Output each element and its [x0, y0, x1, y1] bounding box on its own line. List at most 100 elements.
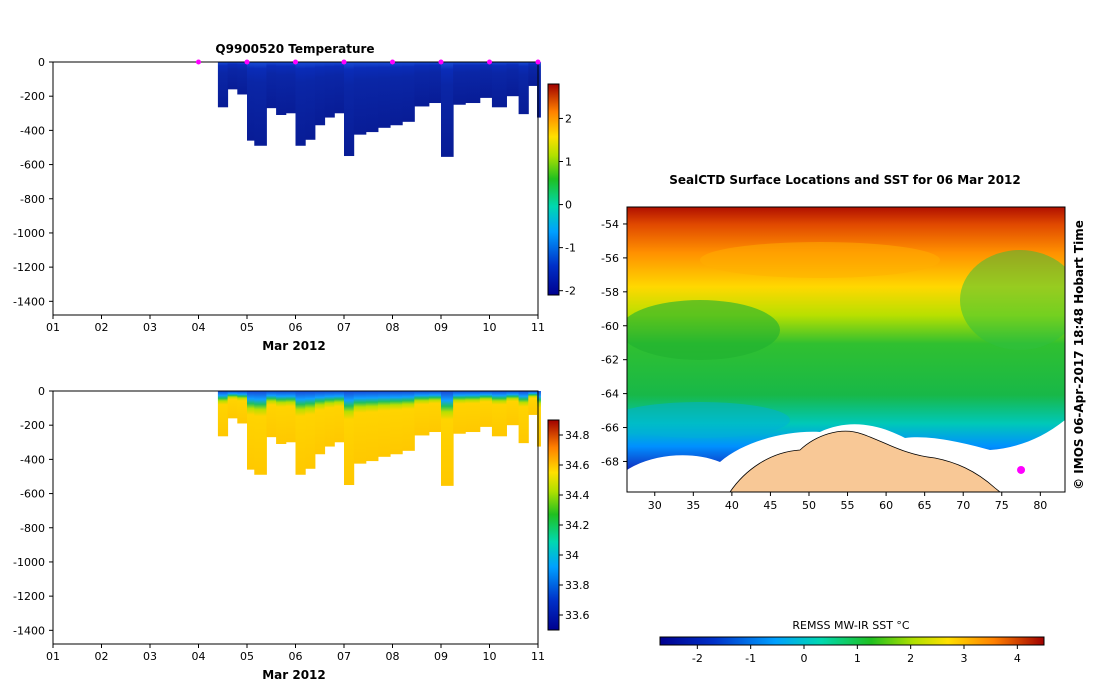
colorbar-tick-label: 1	[565, 156, 572, 169]
profile-column	[377, 391, 391, 457]
profile-column	[528, 62, 538, 86]
map-x-tick-label: 50	[802, 499, 816, 512]
profile-column	[266, 62, 277, 109]
colorbar-tick-label: 0	[565, 199, 572, 212]
y-tick-label: 0	[38, 56, 45, 69]
profile-column	[324, 391, 335, 447]
salinity-colorbar	[547, 419, 560, 631]
map-x-tick-label: 40	[725, 499, 739, 512]
profile-column	[465, 62, 481, 104]
x-tick-label: 10	[483, 650, 497, 663]
profile-column	[305, 62, 316, 140]
profile-column	[377, 62, 391, 128]
colorbar-tick-label: 33.8	[565, 579, 590, 592]
profile-column	[414, 62, 430, 107]
x-tick-label: 02	[95, 321, 109, 334]
map-y-tick-label: -58	[601, 286, 619, 299]
profile-column	[285, 391, 296, 443]
profile-marker	[487, 59, 492, 65]
profile-column	[479, 62, 493, 98]
profile-column	[247, 62, 255, 141]
x-tick-label: 04	[192, 650, 206, 663]
colorbar-tick-label: 34.8	[565, 429, 590, 442]
y-tick-label: -800	[20, 522, 45, 535]
profile-column	[453, 62, 466, 105]
sst-colorbar-tick-label: 4	[1014, 652, 1021, 665]
colorbar-tick-label: 34	[565, 549, 579, 562]
map-y-tick-label: -68	[601, 455, 619, 468]
sst-colorbar-tick-label: 2	[907, 652, 914, 665]
profile-marker	[390, 59, 395, 65]
profile-column	[506, 391, 520, 426]
profile-column	[344, 62, 355, 157]
sst-colorbar-tick-label: -1	[745, 652, 756, 665]
profile-column	[334, 391, 345, 443]
profile-column	[428, 391, 442, 433]
salinity-axes: 01 02 03 04 05 06 07 08 09 10 11 0 -200 -400 -600 -800 -…	[13, 385, 545, 663]
sst-map-title: SealCTD Surface Locations and SST for 06…	[669, 173, 1021, 187]
x-tick-label: 07	[337, 321, 351, 334]
profile-column	[353, 62, 367, 135]
profile-column	[491, 62, 507, 108]
colorbar-tick-label: 34.6	[565, 459, 590, 472]
profile-column	[295, 62, 306, 146]
map-y-tick-label: -64	[601, 388, 619, 401]
salinity-colorbar-ticks: 34.8 34.6 34.4 34.2 34 33.8 33.6	[559, 429, 590, 622]
salinity-panel: 01 02 03 04 05 06 07 08 09 10 11 0 -200 -400 -600 -800 -…	[13, 385, 589, 682]
profile-column	[227, 62, 238, 90]
profile-column	[334, 62, 345, 114]
colorbar-tick-label: 33.6	[565, 609, 590, 622]
x-tick-label: 03	[143, 321, 157, 334]
salinity-profiles	[217, 391, 541, 486]
temperature-title: Q9900520 Temperature	[215, 42, 374, 56]
y-tick-label: -1000	[13, 227, 45, 240]
profile-column	[518, 391, 529, 444]
profile-column	[402, 391, 415, 451]
map-x-tick-label: 45	[763, 499, 777, 512]
y-tick-label: -600	[20, 488, 45, 501]
x-tick-label: 01	[46, 650, 60, 663]
profile-marker	[535, 59, 541, 65]
x-tick-label: 10	[483, 321, 497, 334]
x-tick-label: 09	[434, 321, 448, 334]
sst-patch	[700, 242, 940, 278]
profile-column	[390, 391, 403, 455]
profile-column	[365, 391, 379, 462]
profile-column	[537, 391, 541, 447]
profile-column	[254, 62, 267, 146]
map-y-tick-label: -56	[601, 252, 619, 265]
profile-column	[247, 391, 255, 470]
profile-column	[237, 391, 248, 424]
colorbar-tick-label: -2	[565, 285, 576, 298]
y-tick-label: -800	[20, 193, 45, 206]
sst-colorbar-label: REMSS MW-IR SST °C	[792, 619, 910, 632]
temperature-profiles	[217, 62, 541, 157]
map-x-tick-label: 65	[918, 499, 932, 512]
map-x-tick-label: 35	[686, 499, 700, 512]
x-tick-label: 05	[240, 321, 254, 334]
profile-column	[276, 62, 287, 115]
profile-column	[254, 391, 267, 475]
profile-column	[285, 62, 296, 114]
y-tick-label: -1400	[13, 295, 45, 308]
temperature-xlabel: Mar 2012	[262, 339, 326, 353]
sst-map-frame	[626, 206, 1066, 493]
colorbar-tick-label: 2	[565, 112, 572, 125]
map-x-tick-label: 55	[841, 499, 855, 512]
map-x-tick-label: 30	[648, 499, 662, 512]
profile-column	[414, 391, 430, 436]
profile-column	[353, 391, 367, 464]
profile-column	[428, 62, 442, 104]
x-tick-label: 07	[337, 650, 351, 663]
profile-column	[227, 391, 238, 419]
profile-column	[217, 62, 229, 108]
antarctic-land	[729, 430, 1001, 492]
profile-column	[453, 391, 466, 434]
profile-column	[441, 391, 454, 486]
x-tick-label: 06	[289, 321, 303, 334]
map-x-tick-label: 60	[879, 499, 893, 512]
profile-marker	[196, 59, 201, 65]
x-tick-label: 06	[289, 650, 303, 663]
y-tick-label: -1200	[13, 590, 45, 603]
